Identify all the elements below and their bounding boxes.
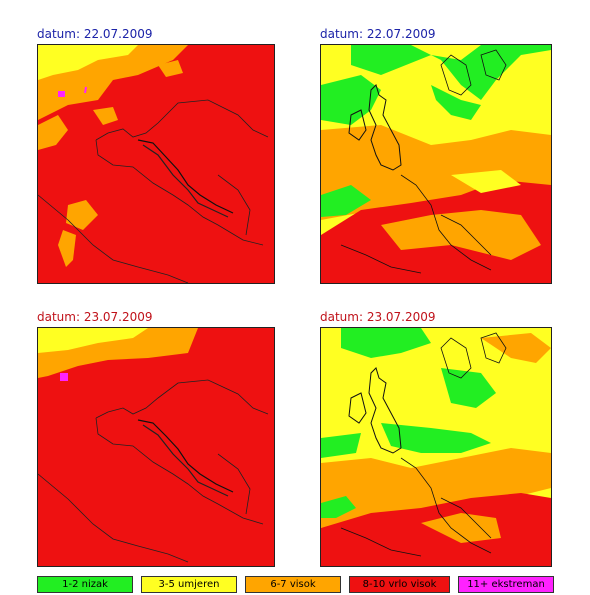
panel-4-date: datum: 23.07.2009 xyxy=(320,310,436,324)
map-europe-day1 xyxy=(320,44,552,284)
legend-moderate: 3-5 umjeren xyxy=(141,576,237,593)
panel-3-date: datum: 23.07.2009 xyxy=(37,310,153,324)
panel-1-date: datum: 22.07.2009 xyxy=(37,27,153,41)
legend-high: 6-7 visok xyxy=(245,576,341,593)
legend-low: 1-2 nizak xyxy=(37,576,133,593)
map-croatia-day1 xyxy=(37,44,275,284)
legend-extreme: 11+ ekstreman xyxy=(458,576,554,593)
map-europe-day2 xyxy=(320,327,552,567)
legend-very-high: 8-10 vrlo visok xyxy=(349,576,450,593)
panel-2-date: datum: 22.07.2009 xyxy=(320,27,436,41)
map-croatia-day2 xyxy=(37,327,275,567)
